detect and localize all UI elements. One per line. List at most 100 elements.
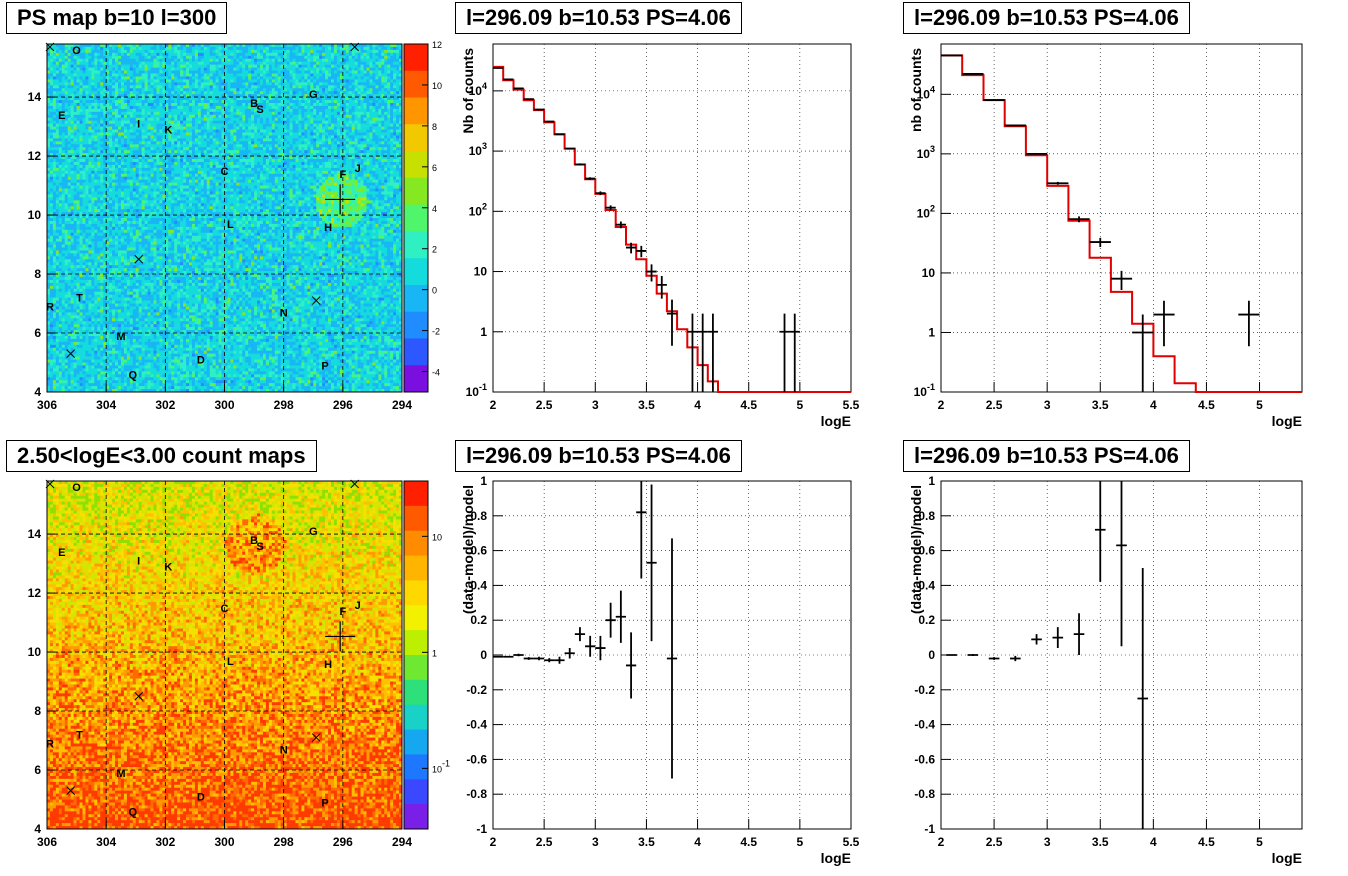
plot4-x-tick-label: 4.5: [740, 835, 757, 849]
spectrum-2-title: l=296.09 b=10.53 PS=4.06: [903, 2, 1190, 34]
plot1-data-point: [707, 313, 719, 392]
source-label: B: [250, 98, 258, 110]
plot5-data-point: [1010, 655, 1021, 662]
ps-x-tick-label: 304: [96, 398, 116, 412]
colorbar-tick-label: -4: [432, 368, 440, 378]
x-marker: [66, 786, 76, 796]
source-label: H: [324, 659, 332, 671]
source-label: O: [72, 45, 81, 57]
plot1-y-tick-label: 1: [480, 325, 487, 339]
ps-x-tick-label: 302: [155, 398, 175, 412]
source-label: J: [355, 600, 361, 612]
plot1-y-tick-label: 10-1: [466, 382, 487, 399]
plot1-data-point: [656, 275, 667, 299]
residual-1-title: l=296.09 b=10.53 PS=4.06: [455, 440, 742, 472]
plot1-x-tick-label: 3.5: [638, 398, 655, 412]
source-label: M: [116, 768, 125, 780]
plot1-data-point: [779, 313, 790, 392]
ps-y-tick-label: 14: [28, 90, 42, 104]
plot1-data-point: [636, 245, 647, 258]
plot1-data-point: [574, 163, 586, 166]
plot1-y-tick-label: 102: [469, 201, 487, 218]
source-label: J: [355, 163, 361, 175]
plot5-data-point: [1116, 481, 1127, 647]
plot5-y-axis-title: (data-model)/model: [908, 485, 924, 614]
plot1-data-point: [789, 313, 800, 392]
plot5-x-tick-label: 3.5: [1092, 835, 1109, 849]
source-label: P: [321, 797, 328, 809]
colorbar-tick-label: 6: [432, 163, 437, 173]
plot2-data-point: [1025, 152, 1048, 155]
plot1-data-point: [595, 191, 606, 196]
plot2-x-tick-label: 4: [1150, 398, 1157, 412]
ps-colorbar: [404, 44, 428, 393]
plot4-x-tick-label: 5.5: [843, 835, 860, 849]
plot4-data-point: [523, 657, 534, 660]
plot2-x-tick-label: 2: [938, 398, 945, 412]
plot2-data-point: [1004, 124, 1026, 127]
plot4-data-point: [595, 635, 606, 661]
cm-x-tick-label: 298: [274, 835, 294, 849]
plot5-data-point: [1073, 613, 1085, 655]
plot1-y-tick-label: 10: [474, 265, 488, 279]
plot1-data-point: [625, 242, 637, 254]
plot2-x-tick-label: 3: [1044, 398, 1051, 412]
plot1-data-point: [585, 177, 596, 180]
plot1-data-point: [523, 98, 534, 100]
plot5-y-tick-label: -0.4: [914, 718, 935, 732]
plot4-data-point: [636, 481, 647, 579]
ps-x-tick-label: 300: [214, 398, 234, 412]
plot5-data-point: [1094, 481, 1106, 582]
source-label: N: [280, 307, 288, 319]
plot4-x-axis-title: logE: [821, 850, 851, 866]
cm-x-tick-label: 300: [214, 835, 234, 849]
plot2-y-tick-label: 102: [917, 203, 935, 220]
plot4-y-tick-label: 1: [480, 474, 487, 488]
plot4-y-tick-label: -0.4: [466, 718, 487, 732]
plot5-data-point: [967, 653, 979, 657]
plot4-y-tick-label: 0.6: [470, 544, 487, 558]
cm-y-tick-label: 6: [34, 763, 41, 777]
ps-x-tick-label: 296: [333, 398, 353, 412]
ps-x-tick-label: 294: [392, 398, 412, 412]
cm-colorbar-frame: [403, 480, 429, 830]
source-label: Q: [129, 806, 138, 818]
source-label: R: [46, 301, 54, 313]
plot4-data-point: [544, 658, 555, 663]
source-label: I: [137, 119, 140, 131]
plot4-data-point: [513, 653, 524, 657]
source-label: T: [76, 730, 83, 742]
count-map-title: 2.50<logE<3.00 count maps: [6, 440, 317, 472]
ps-x-tick-label: 298: [274, 398, 294, 412]
plot2-data-point: [1068, 216, 1090, 223]
source-label: C: [221, 166, 229, 178]
cm-y-tick-label: 8: [34, 704, 41, 718]
source-label: B: [250, 535, 258, 547]
x-marker: [350, 479, 360, 489]
plot2-data-point: [1238, 300, 1260, 347]
plot4-data-point: [564, 648, 575, 659]
plot1-x-tick-label: 2: [490, 398, 497, 412]
source-label: H: [324, 222, 332, 234]
x-marker: [66, 349, 76, 359]
source-label: Q: [129, 369, 138, 381]
x-marker: [350, 42, 360, 52]
spectrum-1-title: l=296.09 b=10.53 PS=4.06: [455, 2, 742, 34]
x-marker: [45, 479, 55, 489]
colorbar-tick-label: 4: [432, 204, 437, 214]
plot4-x-tick-label: 3.5: [638, 835, 655, 849]
plot4-x-tick-label: 2: [490, 835, 497, 849]
plot4-x-tick-label: 3: [592, 835, 599, 849]
cm-x-tick-label: 296: [333, 835, 353, 849]
source-label: T: [76, 293, 83, 305]
plot2-x-tick-label: 2.5: [986, 398, 1003, 412]
plot2-x-tick-label: 5: [1256, 398, 1263, 412]
colorbar-tick-label: 0: [432, 286, 437, 296]
plot4-x-tick-label: 4: [694, 835, 701, 849]
source-label: P: [321, 360, 328, 372]
ps-y-tick-label: 10: [28, 208, 42, 222]
source-label: D: [197, 355, 205, 367]
colorbar-tick-label: -2: [432, 327, 440, 337]
colorbar-tick-label: 1: [432, 648, 437, 658]
